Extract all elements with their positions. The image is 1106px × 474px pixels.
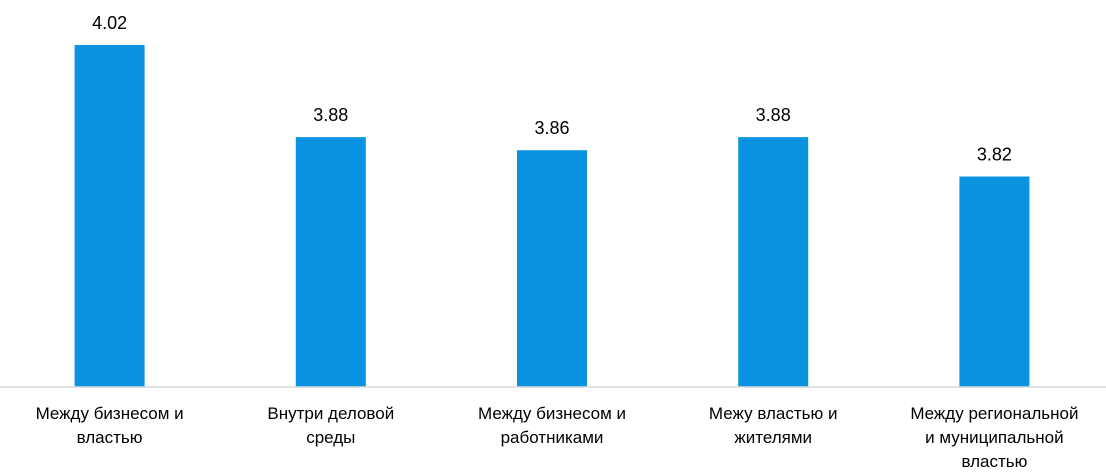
category-label-5-line-3: властью bbox=[961, 452, 1027, 471]
category-label-2-line-1: Внутри деловой bbox=[267, 404, 394, 423]
bar-4 bbox=[738, 137, 809, 387]
category-label-3-line-1: Между бизнесом и bbox=[478, 404, 626, 423]
bar-3 bbox=[517, 150, 587, 387]
value-label-3: 3.86 bbox=[534, 118, 569, 138]
category-label-5: Между региональной и муниципальной властью bbox=[910, 404, 1078, 471]
category-label-4: Межу властью и жителями bbox=[709, 404, 838, 447]
category-label-5-line-1: Между региональной bbox=[910, 404, 1078, 423]
category-label-1-line-1: Между бизнесом и bbox=[36, 404, 184, 423]
category-label-3: Между бизнесом и работниками bbox=[478, 404, 626, 447]
category-label-1: Между бизнесом и властью bbox=[36, 404, 184, 447]
value-label-2: 3.88 bbox=[313, 105, 348, 125]
value-label-1: 4.02 bbox=[92, 13, 127, 33]
value-label-5: 3.82 bbox=[977, 145, 1012, 165]
value-label-4: 3.88 bbox=[756, 105, 791, 125]
bar-2 bbox=[295, 137, 366, 387]
bars-layer bbox=[74, 45, 1030, 387]
category-label-1-line-2: властью bbox=[77, 428, 143, 447]
bar-5 bbox=[959, 176, 1030, 387]
category-labels-layer: Между бизнесом и властью Внутри деловой сре… bbox=[36, 404, 1079, 471]
category-label-3-line-2: работниками bbox=[501, 428, 604, 447]
category-label-2-line-2: среды bbox=[306, 428, 355, 447]
category-label-4-line-1: Межу властью и bbox=[709, 404, 838, 423]
category-label-5-line-2: и муниципальной bbox=[925, 428, 1064, 447]
value-labels-layer: 4.02 3.88 3.86 3.88 3.82 bbox=[92, 13, 1012, 165]
category-label-2: Внутри деловой среды bbox=[267, 404, 394, 447]
bar-1 bbox=[74, 45, 145, 387]
category-label-4-line-2: жителями bbox=[734, 428, 812, 447]
